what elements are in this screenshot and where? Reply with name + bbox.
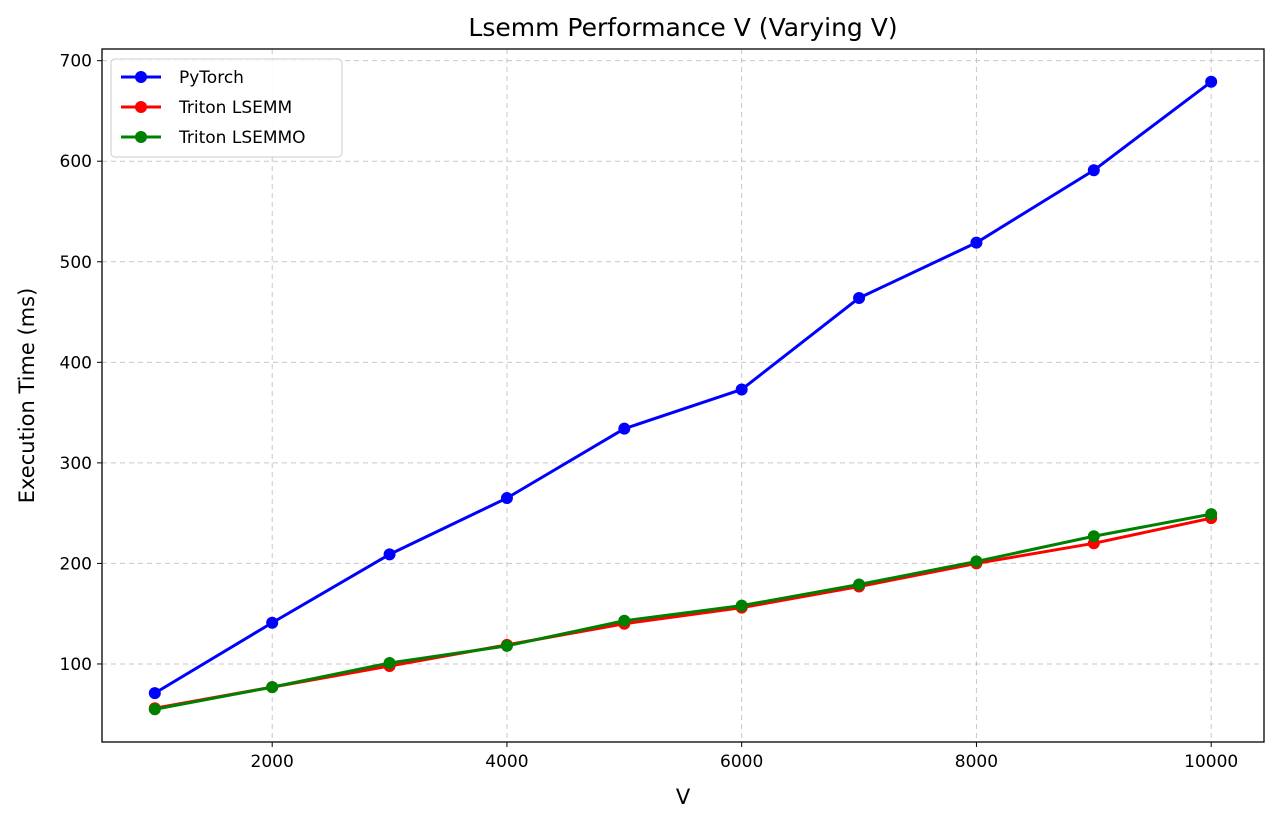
legend-marker-pytorch xyxy=(135,71,147,83)
y-axis-title: Execution Time (ms) xyxy=(15,288,39,504)
x-axis-ticks: 2000 4000 6000 8000 10000 xyxy=(251,742,1238,772)
data-point-triton-lsemmo xyxy=(1087,530,1100,543)
y-tick-label: 200 xyxy=(60,554,92,574)
data-point-pytorch xyxy=(618,422,631,435)
data-point-pytorch xyxy=(1205,75,1218,88)
legend-label-triton-lsemm: Triton LSEMM xyxy=(178,98,292,118)
data-point-triton-lsemmo xyxy=(618,614,631,627)
chart-title: Lsemm Performance V (Varying V) xyxy=(468,13,897,42)
data-point-pytorch xyxy=(500,492,513,505)
data-point-triton-lsemmo xyxy=(970,555,983,568)
x-axis-title: V xyxy=(676,785,691,809)
data-point-pytorch xyxy=(735,383,748,396)
y-tick-label: 300 xyxy=(60,454,92,474)
y-tick-label: 700 xyxy=(60,52,92,72)
y-tick-label: 100 xyxy=(60,655,92,675)
series-pytorch xyxy=(148,75,1218,700)
x-tick-label: 10000 xyxy=(1184,752,1238,772)
legend: PyTorch Triton LSEMM Triton LSEMMO xyxy=(110,58,343,158)
plot-area-frame xyxy=(101,48,1265,743)
y-tick-label: 500 xyxy=(60,253,92,273)
legend-entry-triton-lsemm: Triton LSEMM xyxy=(121,98,292,118)
data-point-pytorch xyxy=(853,291,866,304)
data-point-triton-lsemmo xyxy=(383,656,396,669)
data-point-triton-lsemmo xyxy=(266,681,279,694)
data-point-triton-lsemmo xyxy=(1205,508,1218,521)
x-tick-label: 2000 xyxy=(251,752,294,772)
data-point-pytorch xyxy=(148,687,161,700)
x-tick-label: 6000 xyxy=(720,752,763,772)
grid xyxy=(102,49,1264,742)
data-point-triton-lsemmo xyxy=(735,599,748,612)
data-point-triton-lsemmo xyxy=(853,578,866,591)
data-point-pytorch xyxy=(266,616,279,629)
data-point-pytorch xyxy=(970,236,983,249)
data-point-triton-lsemmo xyxy=(500,639,513,652)
series-line-pytorch xyxy=(154,80,1213,695)
data-point-pytorch xyxy=(1087,164,1100,177)
y-axis-ticks: 100 200 300 400 500 600 700 xyxy=(60,52,102,675)
series-triton-lsemmo xyxy=(148,508,1218,716)
x-tick-label: 8000 xyxy=(955,752,998,772)
plot-series xyxy=(148,75,1218,716)
series-line-triton-lsemmo xyxy=(154,512,1212,711)
legend-label-pytorch: PyTorch xyxy=(179,68,244,88)
legend-box xyxy=(110,58,343,158)
x-tick-label: 4000 xyxy=(485,752,528,772)
legend-marker-triton-lsemm xyxy=(135,101,147,113)
legend-entry-pytorch: PyTorch xyxy=(121,68,244,88)
data-point-triton-lsemmo xyxy=(148,703,161,716)
y-tick-label: 600 xyxy=(60,152,92,172)
legend-marker-triton-lsemmo xyxy=(135,131,147,143)
data-point-pytorch xyxy=(383,548,396,561)
legend-entry-triton-lsemmo: Triton LSEMMO xyxy=(121,128,306,148)
y-tick-label: 400 xyxy=(60,353,92,373)
legend-label-triton-lsemmo: Triton LSEMMO xyxy=(178,128,306,148)
